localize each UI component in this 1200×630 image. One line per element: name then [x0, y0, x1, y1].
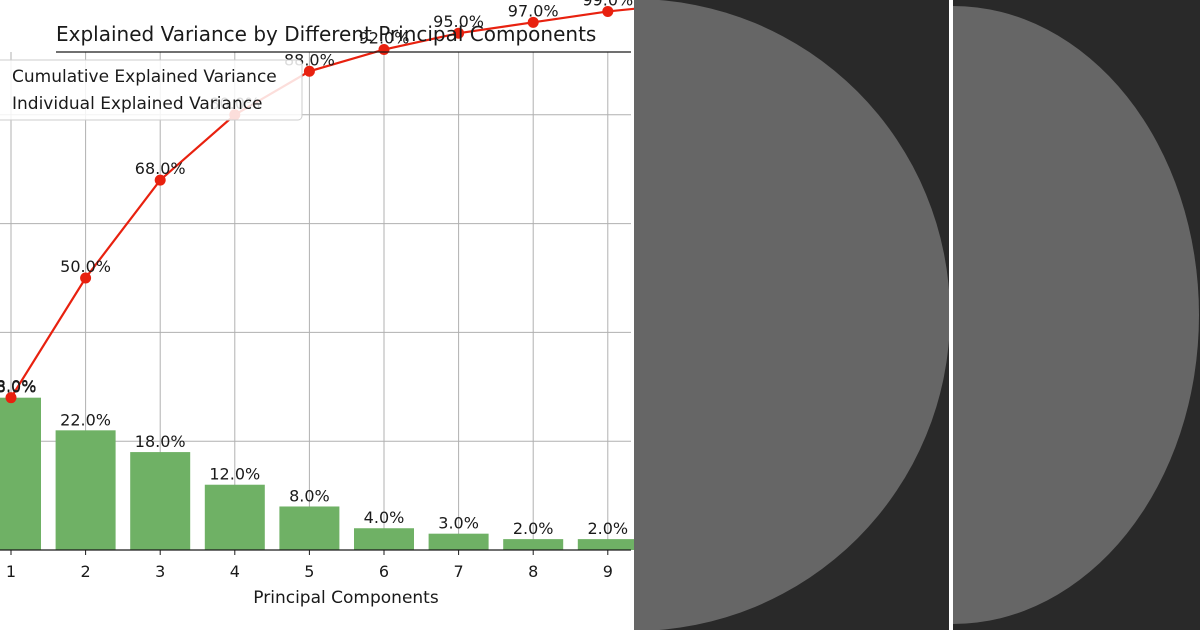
cumulative-label-6: 92.0% [359, 29, 410, 48]
bar-label-1: 28.0% [0, 378, 36, 397]
cumulative-point-1 [5, 392, 17, 404]
pca-chart: 28.0% 22.0% 18.0% 12.0% 8.0% 4.0% 3.0% 2.0% 2.0%… [0, 0, 634, 608]
bar-label-5: 8.0% [289, 486, 330, 505]
legend-item-individual: Individual Explained Variance [12, 94, 263, 114]
bar-2 [55, 430, 116, 550]
cumulative-point-8 [527, 16, 539, 28]
preview-panel-left [634, 0, 949, 630]
x-axis-label: Principal Components [253, 588, 439, 608]
bar-8 [503, 539, 564, 550]
x-tick-label-2: 2 [81, 562, 91, 581]
bar-label-9: 2.0% [587, 519, 628, 538]
cumulative-label-1: 28.0% [0, 377, 36, 396]
bar-1 [0, 397, 41, 550]
bar-6 [354, 528, 414, 550]
bar-9 [577, 539, 634, 550]
half-circle-shape-right [953, 6, 1199, 624]
bar-label-2: 22.0% [60, 410, 111, 429]
cumulative-point-9 [602, 5, 614, 17]
bar-label-4: 12.0% [209, 465, 260, 484]
bar-label-3: 18.0% [135, 432, 186, 451]
bar-3 [130, 452, 191, 550]
chart-title: Explained Variance by Different Principa… [56, 22, 596, 46]
x-tick-label-1: 1 [6, 562, 16, 581]
cumulative-point-3 [154, 174, 166, 186]
preview-panel-right [953, 0, 1200, 630]
axis-layer: 1 2 3 4 5 6 7 8 9 [0, 51, 631, 581]
cumulative-label-8: 97.0% [508, 1, 559, 20]
x-tick-label-3: 3 [155, 562, 165, 581]
x-tick-label-4: 4 [230, 562, 240, 581]
x-tick-label-6: 6 [379, 562, 389, 581]
cumulative-point-5 [303, 65, 315, 77]
legend-item-cumulative: Cumulative Explained Variance [12, 67, 277, 87]
cumulative-label-3: 68.0% [135, 159, 186, 178]
bar-4 [204, 484, 265, 550]
x-tick-label-7: 7 [454, 562, 464, 581]
x-tick-label-8: 8 [528, 562, 538, 581]
cumulative-line [10, 7, 634, 399]
legend-layer: Cumulative Explained Variance Individual… [0, 59, 303, 121]
cumulative-label-2: 50.0% [60, 257, 111, 276]
legend-box [0, 59, 303, 121]
panel-divider [949, 0, 953, 630]
bar-layer [0, 397, 634, 550]
cumulative-point-7 [453, 27, 465, 39]
bar-5 [279, 506, 340, 550]
cumulative-label-9: 99.0% [582, 0, 633, 9]
bar-label-7: 3.0% [438, 514, 479, 533]
bar-label-6: 4.0% [364, 508, 405, 527]
cumulative-label-7: 95.0% [433, 12, 484, 31]
grid-layer [0, 52, 631, 550]
bar-7 [428, 533, 489, 550]
cumulative-point-2 [80, 272, 92, 284]
x-tick-label-5: 5 [304, 562, 314, 581]
x-tick-label-9: 9 [603, 562, 613, 581]
bar-label-8: 2.0% [513, 519, 554, 538]
chart-panel: 28.0% 22.0% 18.0% 12.0% 8.0% 4.0% 3.0% 2.0% 2.0%… [0, 0, 634, 608]
